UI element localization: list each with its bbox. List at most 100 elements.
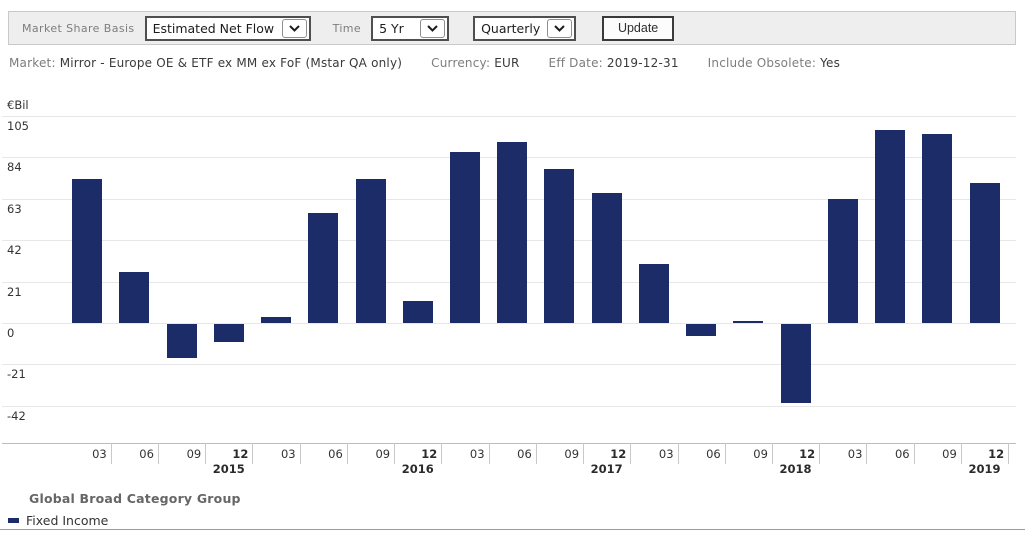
x-axis-year-label-2019: 2019	[968, 462, 1001, 476]
x-axis-tick	[771, 443, 773, 464]
market-info-value: Mirror - Europe OE & ETF ex MM ex FoF (M…	[59, 56, 403, 70]
y-axis-label--21: -21	[7, 367, 26, 382]
y-axis-label-105: 105	[7, 119, 29, 133]
bar-2019-03[interactable]	[827, 198, 858, 323]
eff-date-info: Eff Date: 2019-12-31	[549, 56, 679, 70]
y-axis-label--42: -42	[7, 408, 26, 423]
bar-2019-12[interactable]	[969, 183, 1000, 323]
x-axis-tick	[205, 443, 207, 464]
bar-2016-12[interactable]	[402, 301, 433, 323]
bar-2018-06[interactable]	[686, 324, 717, 336]
bar-2017-06[interactable]	[497, 141, 528, 323]
bar-2018-03[interactable]	[638, 263, 669, 323]
bar-2019-06[interactable]	[875, 129, 905, 323]
y-axis-unit-label: €Bil	[7, 98, 29, 112]
bar-2016-03[interactable]	[261, 317, 291, 323]
y-axis-label-42: 42	[7, 243, 22, 258]
x-axis-tick	[677, 443, 679, 464]
bottom-divider	[0, 529, 1025, 530]
x-axis-label-2018-09: 09	[753, 447, 768, 461]
bar-2015-06[interactable]	[119, 271, 150, 323]
x-axis-tick	[488, 443, 490, 464]
x-axis-label-2016-12: 12	[421, 447, 438, 461]
time-label: Time	[332, 21, 362, 35]
x-axis-tick	[252, 443, 254, 464]
x-axis-label-2019-06: 06	[894, 447, 910, 461]
chevron-down-icon	[420, 18, 446, 38]
x-axis-year-label-2017: 2017	[590, 462, 623, 476]
currency-info-label: Currency:	[431, 56, 491, 70]
time-selected-value: 5 Yr	[379, 20, 404, 36]
market-info-label: Market:	[9, 56, 56, 70]
bar-2016-06[interactable]	[308, 212, 339, 323]
x-axis-label-2019-09: 09	[942, 447, 957, 461]
gridline-0	[2, 323, 1016, 324]
y-axis-label-21: 21	[7, 284, 22, 299]
x-axis-label-2017-09: 09	[564, 447, 580, 461]
x-axis-label-2019-12: 12	[988, 447, 1005, 461]
x-axis-year-label-2018: 2018	[779, 462, 812, 476]
include-obsolete-info-label: Include Obsolete:	[707, 56, 817, 70]
x-axis-tick	[819, 443, 821, 464]
x-axis-tick	[394, 443, 396, 464]
chevron-down-icon	[281, 18, 307, 38]
x-axis-year-label-2016: 2016	[401, 462, 434, 476]
y-axis-label-63: 63	[7, 201, 22, 216]
bar-2019-09[interactable]	[922, 133, 953, 323]
x-axis-label-2016-09: 09	[375, 447, 391, 461]
time-select[interactable]: 5 Yr	[371, 15, 450, 41]
x-axis-tick	[583, 443, 584, 464]
update-button[interactable]: Update	[602, 15, 675, 41]
y-axis-label-0: 0	[7, 326, 15, 340]
frequency-selected-value: Quarterly	[481, 20, 541, 36]
x-axis-tick	[1008, 443, 1010, 464]
eff-date-info-label: Eff Date:	[548, 56, 603, 70]
legend-item-label: Fixed Income	[26, 513, 109, 528]
series-color-swatch	[8, 518, 19, 523]
x-axis-label-2017-03: 03	[469, 447, 485, 461]
x-axis-tick	[535, 443, 537, 464]
frequency-select[interactable]: Quarterly	[473, 15, 577, 41]
x-axis-tick	[960, 443, 962, 464]
gridline--21	[2, 364, 1016, 366]
chevron-down-icon	[547, 18, 573, 38]
eff-date-info-value: 2019-12-31	[606, 56, 679, 70]
market-share-basis-label: Market Share Basis	[22, 21, 135, 35]
x-axis-tick	[441, 443, 443, 464]
currency-info-value: EUR	[494, 56, 520, 70]
market-share-basis-selected-value: Estimated Net Flow	[152, 20, 275, 36]
x-axis-label-2015-03: 03	[92, 447, 107, 461]
x-axis-label-2018-12: 12	[799, 447, 816, 461]
chart-settings-toolbar: Market Share Basis Estimated Net Flow Ti…	[8, 11, 1016, 45]
bar-2017-03[interactable]	[450, 151, 480, 323]
bar-2018-12[interactable]	[780, 324, 811, 403]
bar-2015-03[interactable]	[72, 179, 103, 323]
x-axis-line	[2, 443, 1016, 444]
include-obsolete-info: Include Obsolete: Yes	[708, 56, 840, 70]
net-flow-bar-chart: €Bil 105 84 63 42 21 0 -21 -42 03 06 09 12 2015 03 06 0…	[0, 95, 1025, 480]
gridline--42	[2, 405, 1016, 407]
x-axis-tick	[158, 443, 159, 464]
gridline-105	[2, 116, 1016, 117]
bar-2015-09[interactable]	[166, 324, 197, 358]
bar-2017-12[interactable]	[591, 192, 622, 323]
x-axis-label-2016-03: 03	[280, 447, 296, 461]
x-axis-tick	[299, 443, 301, 464]
x-axis-tick	[110, 443, 112, 464]
x-axis-tick	[724, 443, 726, 464]
bar-2015-12[interactable]	[213, 324, 244, 342]
x-axis-label-2016-06: 06	[328, 447, 343, 461]
x-axis-label-2015-06: 06	[139, 447, 154, 461]
x-axis-label-2018-06: 06	[706, 447, 721, 461]
market-share-basis-select[interactable]: Estimated Net Flow	[144, 15, 311, 41]
legend-item-fixed-income: Fixed Income	[8, 513, 108, 528]
bar-2017-09[interactable]	[544, 169, 575, 323]
bar-2018-09[interactable]	[733, 321, 764, 323]
include-obsolete-info-value: Yes	[820, 56, 841, 70]
x-axis-label-2017-12: 12	[610, 447, 627, 461]
legend-heading: Global Broad Category Group	[29, 491, 241, 506]
market-info: Market: Mirror - Europe OE & ETF ex MM e…	[9, 56, 402, 70]
x-axis-year-label-2015: 2015	[212, 462, 245, 476]
currency-info: Currency: EUR	[431, 56, 519, 70]
bar-2016-09[interactable]	[355, 179, 386, 323]
